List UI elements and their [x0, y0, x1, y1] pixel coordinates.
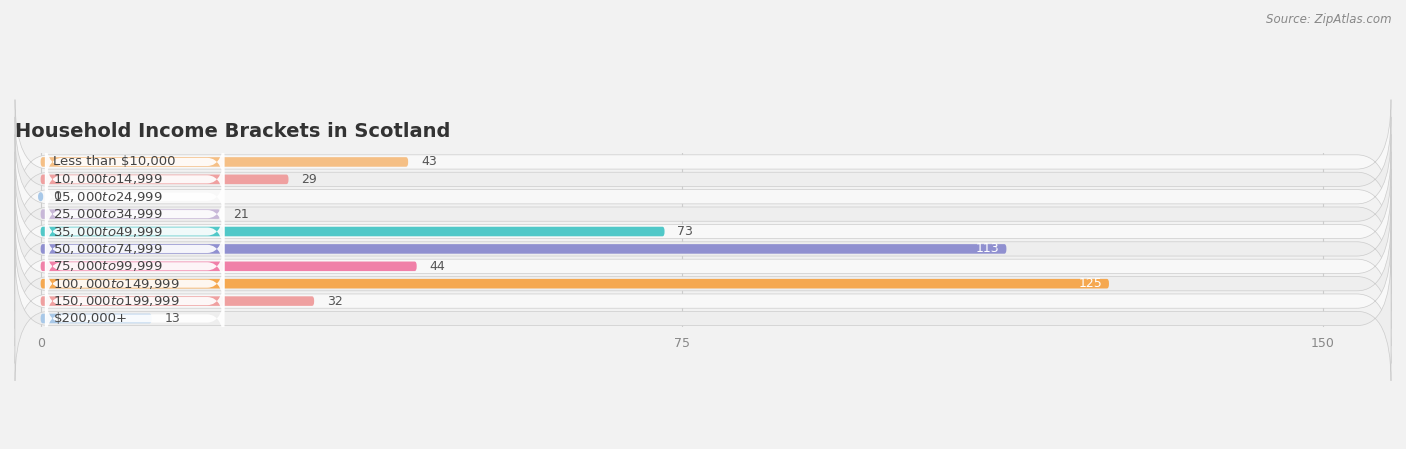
FancyBboxPatch shape	[15, 204, 1391, 329]
FancyBboxPatch shape	[45, 288, 225, 349]
Text: $100,000 to $149,999: $100,000 to $149,999	[53, 277, 180, 291]
Text: Source: ZipAtlas.com: Source: ZipAtlas.com	[1267, 13, 1392, 26]
Text: 43: 43	[420, 155, 437, 168]
Text: Less than $10,000: Less than $10,000	[53, 155, 176, 168]
Text: $75,000 to $99,999: $75,000 to $99,999	[53, 260, 163, 273]
Circle shape	[39, 193, 42, 201]
Text: $200,000+: $200,000+	[53, 312, 128, 325]
FancyBboxPatch shape	[15, 221, 1391, 346]
FancyBboxPatch shape	[15, 117, 1391, 242]
FancyBboxPatch shape	[45, 218, 225, 280]
FancyBboxPatch shape	[15, 169, 1391, 294]
FancyBboxPatch shape	[15, 239, 1391, 364]
FancyBboxPatch shape	[45, 131, 225, 193]
FancyBboxPatch shape	[15, 100, 1391, 224]
FancyBboxPatch shape	[45, 183, 225, 245]
FancyBboxPatch shape	[41, 279, 1109, 288]
FancyBboxPatch shape	[41, 296, 314, 306]
FancyBboxPatch shape	[45, 253, 225, 314]
Text: $150,000 to $199,999: $150,000 to $199,999	[53, 294, 180, 308]
FancyBboxPatch shape	[41, 314, 152, 323]
Text: 21: 21	[233, 207, 249, 220]
Text: 125: 125	[1078, 277, 1102, 290]
Text: 0: 0	[53, 190, 62, 203]
FancyBboxPatch shape	[41, 261, 416, 271]
Text: $15,000 to $24,999: $15,000 to $24,999	[53, 190, 163, 204]
Text: 113: 113	[976, 242, 1000, 255]
FancyBboxPatch shape	[41, 244, 1007, 254]
FancyBboxPatch shape	[15, 186, 1391, 311]
Text: $50,000 to $74,999: $50,000 to $74,999	[53, 242, 163, 256]
FancyBboxPatch shape	[45, 166, 225, 228]
FancyBboxPatch shape	[45, 270, 225, 332]
FancyBboxPatch shape	[41, 209, 221, 219]
Text: 44: 44	[429, 260, 446, 273]
FancyBboxPatch shape	[45, 149, 225, 210]
Text: 73: 73	[678, 225, 693, 238]
Text: Household Income Brackets in Scotland: Household Income Brackets in Scotland	[15, 122, 450, 141]
FancyBboxPatch shape	[41, 227, 665, 236]
Text: 32: 32	[328, 295, 343, 308]
Text: $10,000 to $14,999: $10,000 to $14,999	[53, 172, 163, 186]
FancyBboxPatch shape	[15, 256, 1391, 381]
FancyBboxPatch shape	[15, 134, 1391, 259]
FancyBboxPatch shape	[41, 175, 288, 184]
FancyBboxPatch shape	[45, 236, 225, 297]
FancyBboxPatch shape	[41, 157, 408, 167]
FancyBboxPatch shape	[45, 201, 225, 262]
Text: 29: 29	[301, 173, 318, 186]
FancyBboxPatch shape	[15, 152, 1391, 277]
Text: $35,000 to $49,999: $35,000 to $49,999	[53, 224, 163, 238]
Text: $25,000 to $34,999: $25,000 to $34,999	[53, 207, 163, 221]
Text: 13: 13	[165, 312, 180, 325]
